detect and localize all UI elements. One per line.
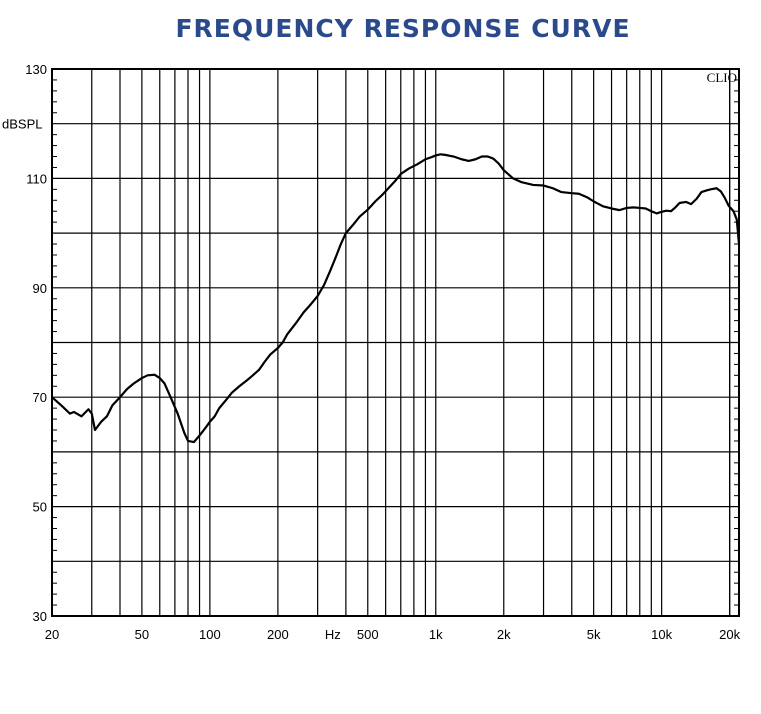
tick-labels: 30 50 70 90 110 130 20 50 100 200 500 1k 2k 5k 10k 20k bbox=[25, 62, 740, 642]
axis-ticks bbox=[52, 79, 739, 606]
x-tick-label: 10k bbox=[651, 627, 672, 642]
x-tick-label: 1k bbox=[429, 627, 443, 642]
x-tick-label: 50 bbox=[135, 627, 149, 642]
x-axis-label: Hz bbox=[325, 627, 341, 642]
x-tick-label: 100 bbox=[199, 627, 221, 642]
y-tick-label: 50 bbox=[33, 500, 47, 515]
x-tick-label: 200 bbox=[267, 627, 289, 642]
y-tick-label: 110 bbox=[26, 171, 47, 186]
x-tick-label: 500 bbox=[357, 627, 379, 642]
x-tick-label: 2k bbox=[497, 627, 511, 642]
x-tick-label: 20 bbox=[45, 627, 59, 642]
response-curve bbox=[51, 153, 741, 444]
y-tick-label: 70 bbox=[33, 390, 47, 405]
clio-label: CLIO bbox=[707, 70, 737, 85]
y-axis-label: dBSPL bbox=[2, 117, 42, 132]
grid bbox=[52, 69, 739, 616]
y-tick-label: 90 bbox=[33, 281, 47, 296]
plot-frame bbox=[51, 68, 740, 617]
x-tick-label: 20k bbox=[719, 627, 740, 642]
y-tick-label: 130 bbox=[25, 62, 47, 77]
y-tick-label: 30 bbox=[33, 609, 47, 624]
chart-title: FREQUENCY RESPONSE CURVE bbox=[175, 14, 631, 43]
x-tick-label: 5k bbox=[587, 627, 601, 642]
